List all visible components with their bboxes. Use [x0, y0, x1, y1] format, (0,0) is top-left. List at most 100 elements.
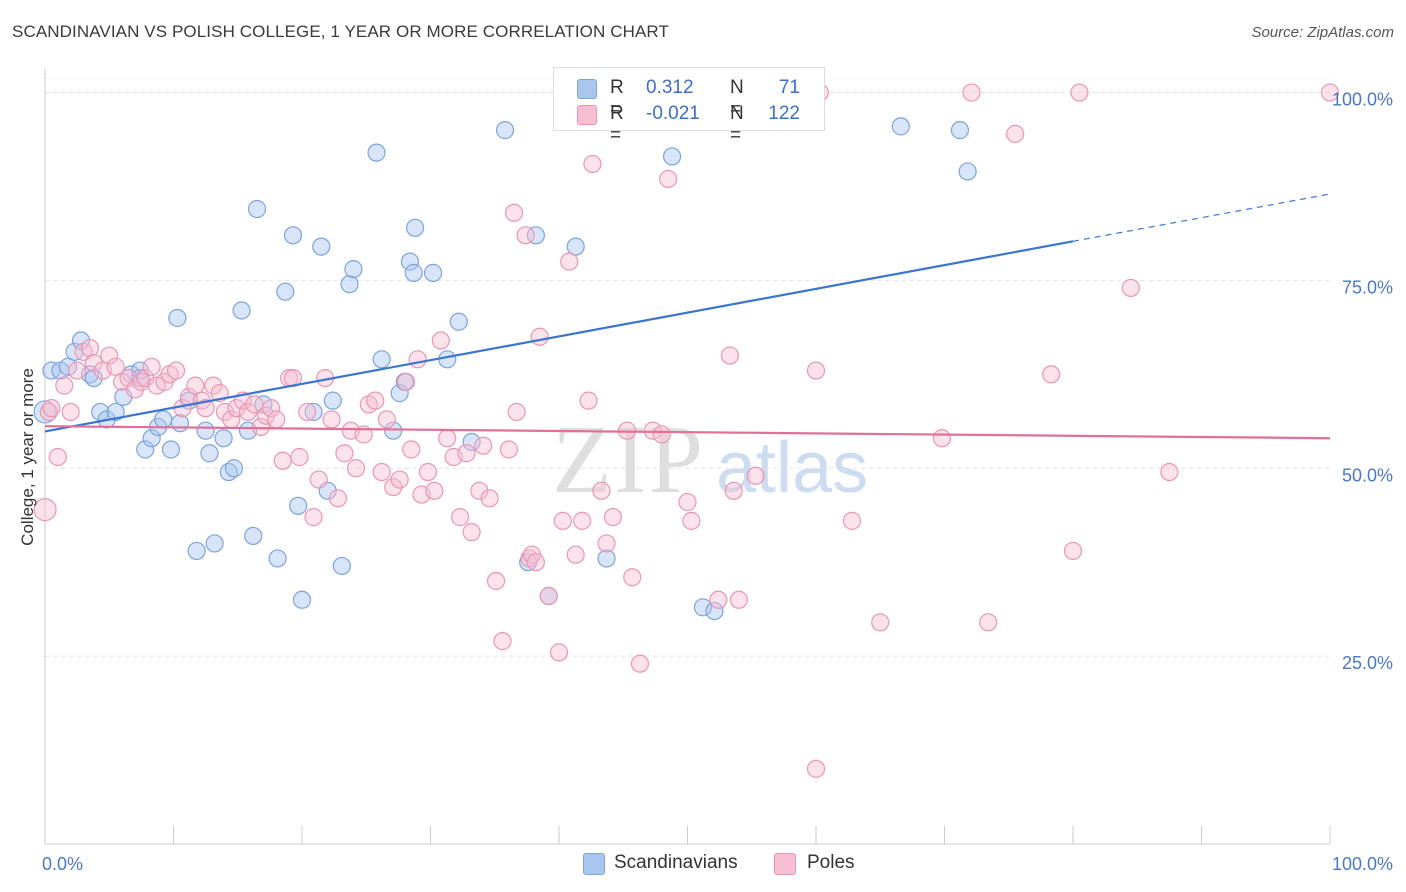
data-point-scandinavians: [597, 549, 616, 568]
data-point-poles: [346, 459, 366, 478]
grid-lines: [45, 77, 1330, 657]
legend-r-label: R =: [610, 103, 624, 146]
data-point-scandinavians: [196, 421, 215, 440]
data-point-poles: [746, 466, 765, 485]
data-point-poles: [42, 399, 61, 418]
data-point-scandinavians: [705, 601, 724, 621]
data-point-scandinavians: [232, 301, 251, 320]
data-point-scandinavians: [405, 218, 425, 237]
data-point-scandinavians: [136, 440, 155, 459]
data-point-poles: [1042, 365, 1061, 384]
data-point-poles: [1160, 462, 1179, 482]
data-point-poles: [377, 410, 396, 429]
data-point-poles: [962, 83, 981, 102]
data-point-poles: [842, 511, 862, 530]
data-point-poles: [579, 391, 598, 410]
watermark-zip: ZIP: [552, 406, 705, 514]
bottom-legend-swatch-poles: [774, 853, 796, 875]
data-point-poles: [68, 361, 87, 380]
data-point-poles: [125, 380, 145, 399]
data-point-poles: [390, 470, 409, 489]
data-point-poles: [267, 410, 286, 429]
data-point-poles: [450, 508, 470, 527]
data-point-scandinavians: [693, 598, 713, 617]
data-point-scandinavians: [958, 162, 977, 181]
data-point-scandinavians: [400, 252, 420, 271]
data-point-poles: [438, 429, 457, 448]
data-point-scandinavians: [662, 147, 682, 166]
data-points: [33, 83, 1340, 778]
data-point-scandinavians: [276, 282, 295, 301]
data-point-poles: [298, 402, 317, 422]
data-point-scandinavians: [244, 526, 263, 546]
trend-line-scandinavians-projection: [1072, 193, 1331, 242]
data-point-poles: [720, 346, 740, 365]
legend-swatch-scandinavians: [577, 79, 597, 99]
legend-r-value: 0.312: [646, 77, 694, 98]
trend-line-scandinavians: [44, 240, 1074, 433]
data-point-poles: [507, 402, 526, 422]
data-point-scandinavians: [289, 496, 308, 515]
data-point-scandinavians: [566, 237, 585, 256]
data-point-scandinavians: [950, 121, 970, 140]
data-point-scandinavians: [438, 350, 457, 369]
data-point-poles: [457, 444, 476, 463]
data-point-scandinavians: [404, 263, 423, 282]
legend-swatch-poles: [577, 105, 597, 125]
data-point-scandinavians: [268, 549, 287, 568]
data-point-poles: [474, 436, 493, 455]
data-point-scandinavians: [344, 260, 363, 279]
data-point-scandinavians: [462, 432, 481, 452]
data-point-poles: [539, 586, 558, 606]
data-point-poles: [526, 553, 545, 572]
bottom-legend-label: Scandinavians: [614, 852, 738, 873]
data-point-poles: [652, 425, 671, 444]
data-point-poles: [309, 470, 328, 489]
data-point-poles: [806, 361, 826, 380]
data-point-scandinavians: [384, 421, 403, 440]
data-point-poles: [396, 372, 416, 391]
data-point-poles: [806, 759, 826, 778]
x-tick-label: 100.0%: [1332, 854, 1393, 874]
data-point-poles: [603, 508, 623, 527]
data-point-poles: [431, 331, 450, 350]
axis-labels: 25.0% 50.0% 75.0% 100.0% 0.0% 100.0% College, …: [18, 90, 1393, 874]
data-point-poles: [372, 462, 391, 482]
data-point-scandinavians: [142, 429, 161, 448]
data-point-poles: [1006, 124, 1025, 143]
legend-n-label: N =: [730, 77, 744, 120]
data-point-scandinavians: [390, 384, 409, 403]
data-point-scandinavians: [332, 556, 351, 576]
data-point-poles: [630, 654, 650, 673]
data-point-poles: [480, 489, 499, 508]
y-tick-label: 50.0%: [1342, 465, 1393, 485]
data-point-scandinavians: [59, 357, 78, 376]
data-point-poles: [871, 613, 890, 632]
data-point-scandinavians: [449, 312, 468, 331]
data-point-poles: [592, 481, 611, 500]
data-point-poles: [335, 444, 354, 463]
source-label: Source: ZipAtlas.com: [1251, 24, 1394, 41]
data-point-scandinavians: [323, 391, 342, 410]
data-point-poles: [166, 361, 186, 380]
data-point-poles: [932, 429, 952, 448]
stats-legend: R = 0.312 N = 71 R = -0.021 N = 122: [553, 67, 825, 146]
data-point-poles: [678, 492, 697, 512]
data-point-poles: [462, 523, 481, 542]
x-tick-label: 0.0%: [42, 854, 83, 874]
data-point-poles: [425, 481, 444, 500]
data-point-scandinavians: [154, 410, 173, 429]
data-point-scandinavians: [224, 459, 243, 478]
data-point-poles: [979, 613, 998, 632]
data-point-poles: [106, 357, 125, 376]
data-point-scandinavians: [168, 308, 187, 328]
data-point-poles: [724, 481, 743, 500]
data-point-poles: [238, 402, 258, 422]
data-point-poles: [499, 440, 518, 459]
data-point-poles: [682, 511, 701, 530]
data-point-poles: [273, 451, 292, 470]
bottom-legend-swatch-scandinavians: [583, 853, 605, 875]
data-point-poles: [1063, 541, 1083, 561]
data-point-poles: [659, 169, 678, 189]
